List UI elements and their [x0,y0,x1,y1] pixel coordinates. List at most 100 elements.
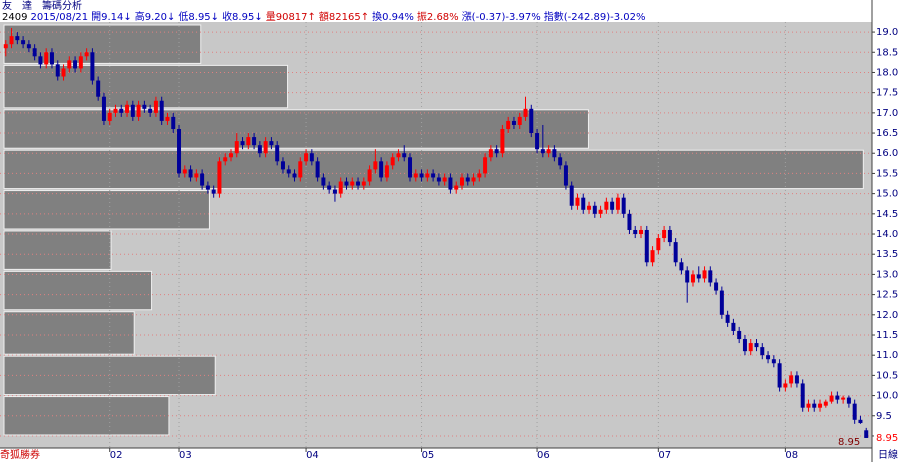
chart-title: 友 達 籌碼分析 [2,0,82,12]
info-item: 換0.94% [372,11,414,23]
candle-body [667,229,672,243]
candle-body [806,403,811,408]
candle-body [350,181,355,186]
candle-body [725,314,730,323]
volume-profile-bar [3,230,112,270]
candle-body [298,161,303,178]
info-item: 低8.95↓ [178,10,219,23]
candle-body [592,205,597,214]
volume-profile-bar [3,355,216,396]
candle-body [731,322,736,331]
candle-body [766,355,771,360]
candle-body [552,149,557,158]
candle-body [650,250,655,263]
candle-body [205,185,210,190]
y-tick-label: 16.0 [876,148,898,159]
candle-body [84,52,89,57]
x-tick-label: 07 [658,450,671,461]
y-tick-label: 9.5 [876,411,892,422]
candle-body [15,36,20,41]
candle-body [656,238,661,251]
candle-body [794,375,799,384]
y-tick-label: 16.5 [876,128,898,139]
last-price-annotation: 8.95 [838,437,860,448]
candle-body [119,108,124,113]
candle-body [742,339,747,352]
candle-body [846,397,851,404]
x-tick-label: 04 [306,450,319,461]
candle-body [783,383,788,388]
candle-body [159,100,164,121]
candle-body [471,177,476,182]
y-tick-label: 15.5 [876,168,898,179]
candle-body [200,173,205,186]
candle-body [148,108,153,113]
candle-body [246,137,251,146]
candle-body [292,173,297,178]
candle-body [315,161,320,178]
candle-body [3,44,8,49]
candle-body [408,157,413,178]
candle-body [644,229,649,263]
x-tick-label: 02 [110,450,123,461]
candle-body [130,104,135,117]
candle-body [633,229,638,235]
candle-body [760,347,765,356]
candle-body [182,169,187,174]
candle-body [280,161,285,170]
candle-body [494,149,499,154]
candle-body [621,197,626,214]
y-tick-label: 11.5 [876,330,898,341]
candle-body [90,52,95,81]
candle-body [690,274,695,283]
candle-body [477,173,482,178]
candle-body [818,403,823,408]
candle-body [67,60,72,69]
info-item: 額82165↑ [319,10,369,23]
candle-body [49,52,54,65]
x-tick-label: 06 [537,450,550,461]
candle-body [419,173,424,178]
candle-body [431,173,436,178]
candle-body [361,181,366,186]
candle-body [425,173,430,178]
candle-body [500,129,505,154]
candle-body [436,177,441,182]
candle-body [373,161,378,170]
y-tick-label: 13.0 [876,269,898,280]
candle-body [269,141,274,146]
y-tick-label: 10.0 [876,391,898,402]
candle-body [575,197,580,206]
candle-body [413,173,418,178]
info-line: 2409 2015/08/21 開9.14↓ 高9.20↓ 低8.95↓ 收8.95↓ 量9… [2,10,646,23]
candle-body [125,104,130,113]
candle-body [615,197,620,210]
candle-body [459,177,464,186]
volume-profile-bar [3,64,289,109]
candle-body [390,157,395,166]
last-price-axis-label: 8.95 [876,433,898,444]
candle-body [171,116,176,130]
candle-body [841,397,846,400]
candle-body [356,181,361,186]
y-tick-label: 13.5 [876,249,898,260]
y-tick-label: 12.0 [876,310,898,321]
candle-body [702,270,707,279]
y-tick-label: 11.0 [876,350,898,361]
candle-body [9,36,14,45]
candle-body [153,100,158,113]
candle-body [275,145,280,162]
volume-profile-bar [3,149,864,190]
candle-body [696,274,701,279]
y-tick-label: 12.5 [876,290,898,301]
candle-body [61,68,66,77]
candle-body [546,149,551,154]
candle-body [708,270,713,283]
y-tick-label: 19.0 [876,27,898,38]
candle-body [396,153,401,158]
candle-body [558,157,563,166]
candle-body [234,141,239,154]
candle-body [685,270,690,283]
candle-body [188,169,193,178]
candle-body [569,185,574,206]
